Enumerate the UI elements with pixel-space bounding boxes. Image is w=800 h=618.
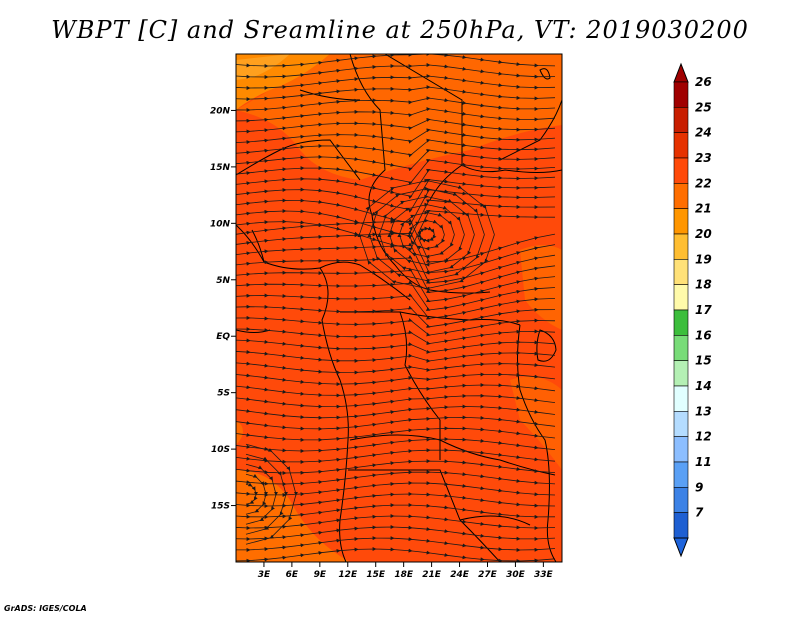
colorbar-label: 24 <box>695 126 712 140</box>
wbpt-region-22-west <box>236 420 243 445</box>
lon-tick-label: 24E <box>450 570 470 580</box>
colorbar-swatch <box>673 512 689 539</box>
streamline <box>236 304 556 328</box>
colorbar-label: 14 <box>695 379 712 393</box>
colorbar-label: 7 <box>695 506 704 520</box>
colorbar-swatch <box>673 284 689 311</box>
streamline <box>236 361 556 375</box>
colorbar-swatch <box>673 107 689 133</box>
lon-axis: 3E 6E 9E 12E 15E 18E 21E 24E 27E 30E 33E <box>258 562 554 580</box>
lat-tick-label: 5N <box>216 276 230 286</box>
colorbar-swatch <box>673 259 689 285</box>
colorbar-label: 18 <box>695 278 712 292</box>
colorbar-top-arrow <box>673 62 689 83</box>
colorbar-swatch <box>673 208 689 235</box>
grads-credit: GrADS: IGES/COLA <box>4 604 87 613</box>
lon-tick-label: 21E <box>422 570 442 580</box>
streamline <box>236 293 556 320</box>
streamline <box>236 372 556 387</box>
colorbar-label: 9 <box>695 480 703 494</box>
lat-tick-label: 15N <box>210 163 231 173</box>
streamline <box>236 327 556 346</box>
streamline <box>236 315 556 337</box>
colorbar-label: 11 <box>695 455 712 469</box>
colorbar-label: 16 <box>695 328 712 342</box>
lon-tick-label: 27E <box>478 570 498 580</box>
lon-tick-label: 3E <box>258 570 271 580</box>
colorbar-swatch <box>673 411 689 437</box>
colorbar-bottom-arrow <box>673 537 689 558</box>
lon-tick-label: 12E <box>338 570 358 580</box>
streamline <box>236 393 556 409</box>
lat-tick-label: 20N <box>210 106 231 116</box>
colorbar-swatch <box>673 487 689 513</box>
colorbar-label: 17 <box>695 303 712 317</box>
colorbar-swatch <box>673 81 689 108</box>
colorbar-swatch <box>673 309 689 336</box>
colorbar-swatch <box>673 132 689 159</box>
colorbar-swatch <box>673 233 689 260</box>
lon-tick-label: 6E <box>286 570 299 580</box>
chart-title: WBPT [C] and Sreamline at 250hPa, VT: 20… <box>51 16 749 44</box>
map-area <box>236 54 562 562</box>
streamline <box>357 178 495 291</box>
colorbar-label: 19 <box>695 252 712 266</box>
colorbar-label: 13 <box>695 404 712 418</box>
streamline <box>245 443 298 545</box>
colorbar-label: 23 <box>695 151 712 165</box>
streamline <box>236 546 556 562</box>
streamline <box>236 350 556 363</box>
colorbar-label: 26 <box>695 75 712 89</box>
lat-tick-label: EQ <box>216 332 230 342</box>
colorbar-swatch <box>673 385 689 412</box>
lon-tick-label: 33E <box>534 570 554 580</box>
map-frame <box>235 53 563 563</box>
streamline <box>236 383 556 398</box>
lat-tick-label: 5S <box>217 389 230 399</box>
lat-tick-label: 10N <box>210 219 231 229</box>
colorbar-label: 20 <box>695 227 712 241</box>
lat-tick-label: 10S <box>211 445 230 455</box>
colorbar-swatch <box>673 436 689 463</box>
lon-tick-label: 9E <box>314 570 327 580</box>
streamlines <box>236 54 556 562</box>
lon-tick-label: 15E <box>366 570 386 580</box>
lat-axis: 20N 15N 10N 5N EQ 5S 10S 15S <box>210 106 236 512</box>
streamline <box>236 338 556 354</box>
colorbar-label: 12 <box>695 430 712 444</box>
colorbar-swatch <box>673 461 689 488</box>
lon-tick-label: 30E <box>506 570 526 580</box>
colorbar-swatch <box>673 360 689 387</box>
colorbar-swatch <box>673 157 689 184</box>
colorbar-label: 21 <box>695 202 712 216</box>
lon-tick-label: 18E <box>394 570 414 580</box>
colorbar-label: 15 <box>695 354 712 368</box>
lat-tick-label: 15S <box>211 502 230 512</box>
colorbar-swatch <box>673 335 689 361</box>
colorbar-label: 25 <box>695 100 712 114</box>
colorbar-label: 22 <box>695 176 712 190</box>
colorbar-swatch <box>673 183 689 209</box>
colorbar: 26 25 24 23 22 21 20 19 18 17 16 15 14 13 12 11 9 7 <box>673 62 712 558</box>
